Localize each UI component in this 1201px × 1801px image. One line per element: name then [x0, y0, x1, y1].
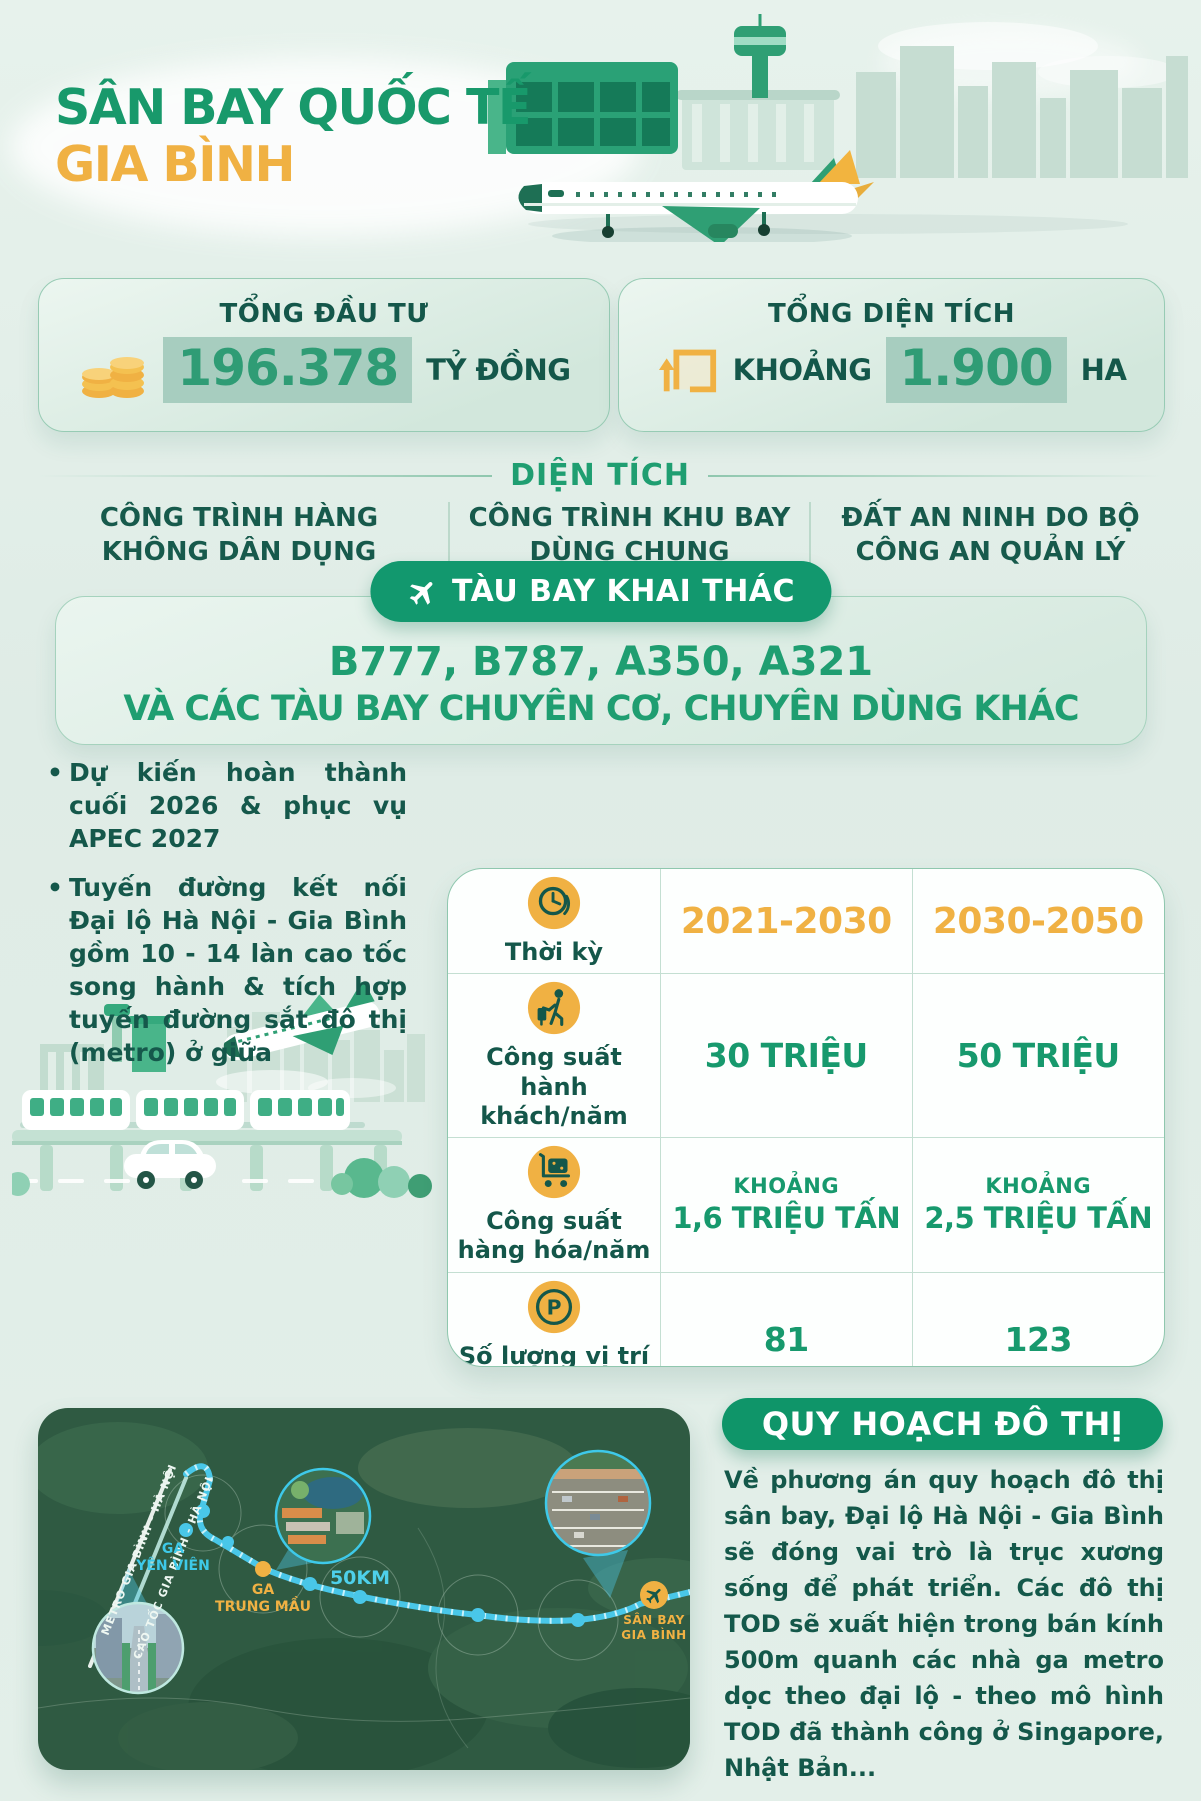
passengers-1: 30 TRIỆU — [704, 1036, 868, 1076]
route-map: METRO GIA BÌNH - HÀ NỘI CAO TỐC GIA BÌNH… — [38, 1408, 690, 1770]
airport-label: SÂN BAY — [623, 1612, 685, 1627]
total-area-label: TỔNG DIỆN TÍCH — [767, 299, 1016, 329]
divider-line — [707, 474, 1163, 477]
stat-card-total-area: TỔNG DIỆN TÍCH KHOẢNG 1.900 HA — [618, 278, 1165, 432]
terminal-building — [488, 62, 840, 170]
stat-card-investment: TỔNG ĐẦU TƯ 196.378 TỶ ĐỒNG — [38, 278, 610, 432]
area-section-title: DIỆN TÍCH — [510, 458, 690, 493]
station-trung-mau-label2: TRUNG MẦU — [215, 1596, 311, 1615]
area-col-label: CÔNG TRÌNH HÀNG KHÔNG DÂN DỤNG — [99, 503, 379, 567]
table-cell-passengers-1: 30 TRIỆU — [661, 974, 913, 1139]
aircraft-models: B777, B787, A350, A321 — [328, 639, 874, 685]
planning-body: Về phương án quy hoạch đô thị sân bay, Đ… — [724, 1466, 1164, 1782]
table-cell-period-1: 2021-2030 — [661, 869, 913, 975]
station-yen-vien-label2: YÊN VIÊN — [135, 1557, 210, 1574]
note-item: Dự kiến hoàn thành cuối 2026 & phục vụ A… — [45, 756, 407, 855]
svg-text:P: P — [547, 1295, 562, 1319]
car-illustration — [124, 1140, 216, 1189]
area-col-label: ĐẤT AN NINH DO BỘ CÔNG AN QUẢN LÝ — [841, 503, 1140, 567]
coins-icon — [82, 357, 145, 398]
parking-icon: P — [527, 1280, 581, 1333]
passenger-icon — [527, 982, 581, 1035]
distance-label: 50KM — [330, 1567, 390, 1589]
avenue-photo-inset — [93, 1603, 183, 1693]
total-area-prefix: KHOẢNG — [732, 353, 872, 387]
period-1: 2021-2030 — [680, 900, 892, 942]
control-tower — [734, 14, 786, 98]
table-cell-cargo-1: KHOẢNG 1,6 TRIỆU TẤN — [661, 1138, 913, 1273]
table-cell-parking-1: 81 — [661, 1272, 913, 1366]
capacity-table: Thời kỳ 2021-2030 2030-2050 Công suất hà… — [447, 868, 1165, 1367]
aircraft-badge-label: TÀU BAY KHAI THÁC — [451, 574, 796, 609]
divider-line — [38, 474, 493, 477]
cargo-2: 2,5 TRIỆU TẤN — [924, 1201, 1153, 1236]
page-title: SÂN BAY QUỐC TẾ GIA BÌNH — [55, 79, 531, 194]
investment-value: 196.378 — [163, 337, 413, 403]
skyline-silhouette — [856, 46, 1188, 178]
masterplan-photo-inset — [276, 1469, 370, 1563]
cargo-2-prefix: KHOẢNG — [985, 1174, 1092, 1199]
total-area-unit: HA — [1080, 353, 1127, 387]
parking-2: 123 — [1004, 1319, 1073, 1359]
table-row-label-period: Thời kỳ — [448, 869, 661, 975]
cargo-cart-icon — [527, 1145, 581, 1199]
area-breakdown-columns: CÔNG TRÌNH HÀNG KHÔNG DÂN DỤNG » 957 HA … — [30, 502, 1170, 644]
notes-list: Dự kiến hoàn thành cuối 2026 & phục vụ A… — [45, 756, 407, 1085]
note-item: Tuyến đường kết nối Đại lộ Hà Nội - Gia … — [45, 871, 407, 1069]
investment-label: TỔNG ĐẦU TƯ — [219, 299, 429, 329]
station-yen-vien-label: GA — [162, 1541, 184, 1557]
cargo-1: 1,6 TRIỆU TẤN — [672, 1201, 901, 1236]
total-area-value: 1.900 — [885, 337, 1067, 403]
table-row-label-parking: P Số lượng vị trí đỗ — [448, 1272, 661, 1367]
table-row-label: Thời kỳ — [504, 938, 604, 966]
aircraft-badge: TÀU BAY KHAI THÁC — [369, 561, 832, 622]
table-row-label: Số lượng vị trí đỗ — [458, 1341, 650, 1367]
table-cell-period-2: 2030-2050 — [912, 869, 1164, 975]
clock-icon — [527, 876, 581, 930]
planning-badge-label: QUY HOẠCH ĐÔ THỊ — [761, 1405, 1124, 1443]
table-row-label-cargo: Công suất hàng hóa/năm — [448, 1138, 661, 1273]
table-cell-cargo-2: KHOẢNG 2,5 TRIỆU TẤN — [912, 1138, 1164, 1273]
page-title-line2: GIA BÌNH — [55, 135, 296, 193]
page-title-line1: SÂN BAY QUỐC TẾ — [55, 79, 531, 136]
table-cell-passengers-2: 50 TRIỆU — [912, 974, 1164, 1139]
airplane-illustration — [518, 150, 874, 242]
table-cell-parking-2: 123 — [913, 1273, 1165, 1366]
area-icon — [658, 349, 716, 393]
passengers-2: 50 TRIỆU — [956, 1036, 1120, 1076]
cargo-1-prefix: KHOẢNG — [733, 1174, 840, 1199]
station-trung-mau-label: GA — [252, 1582, 274, 1598]
plane-takeoff-icon — [409, 581, 432, 605]
period-2: 2030-2050 — [932, 900, 1144, 942]
metro-train-illustration — [22, 1090, 350, 1130]
planning-badge: QUY HOẠCH ĐÔ THỊ — [722, 1398, 1163, 1450]
section-divider-dien-tich: DIỆN TÍCH — [38, 458, 1163, 493]
investment-unit: TỶ ĐỒNG — [426, 353, 571, 387]
table-row-label-passengers: Công suất hành khách/năm — [448, 974, 661, 1139]
parking-1: 81 — [763, 1319, 809, 1359]
airport-illustration — [488, 14, 1188, 242]
table-row-label: Công suất hàng hóa/năm — [457, 1207, 651, 1265]
airport-label2: GIA BÌNH — [621, 1627, 686, 1642]
table-row-label: Công suất hành khách/năm — [480, 1043, 628, 1130]
aircraft-others: VÀ CÁC TÀU BAY CHUYÊN CƠ, CHUYÊN DÙNG KH… — [123, 689, 1079, 729]
